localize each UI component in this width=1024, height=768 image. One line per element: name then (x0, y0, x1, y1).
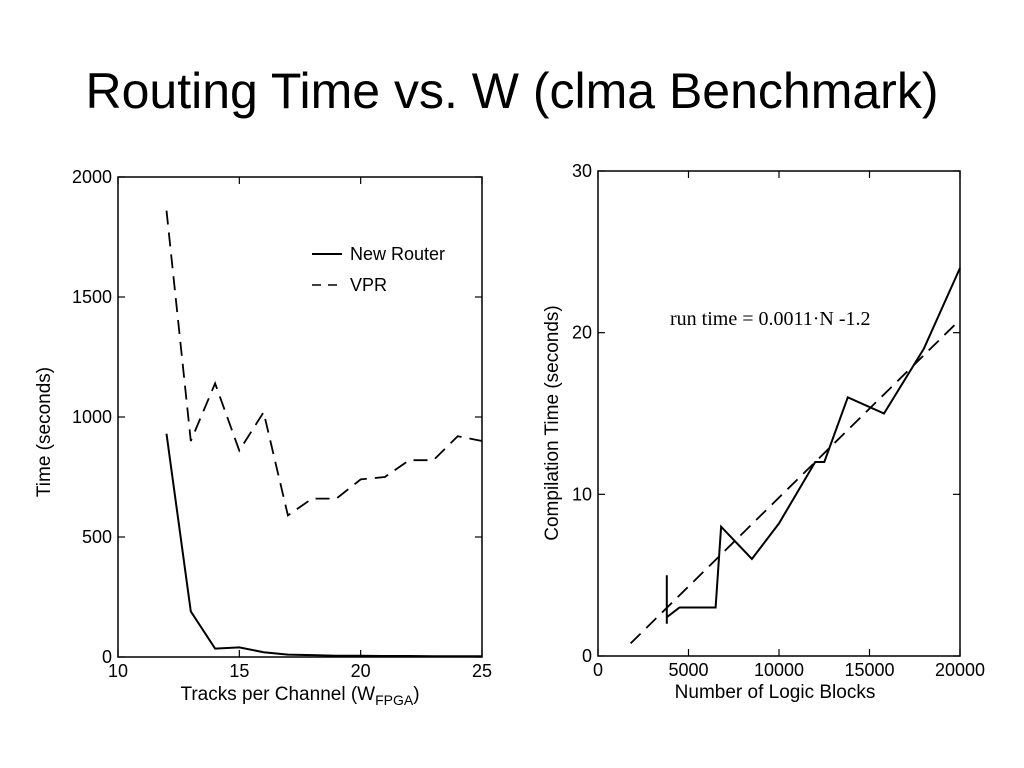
fit-equation-annotation: run time = 0.0011·N -1.2 (670, 308, 871, 330)
tick-labels-left: 10 15 20 25 0 500 1000 1500 2000 (72, 167, 492, 681)
tick-marks-right (597, 170, 961, 657)
y-tick-label-left: 500 (82, 527, 112, 547)
x-axis-label-left-sub: FPGA (375, 692, 414, 708)
x-tick-label-left: 25 (472, 661, 492, 681)
x-tick-label-right: 20000 (935, 660, 985, 680)
x-tick-label-right: 10000 (754, 660, 804, 680)
y-tick-label-left: 2000 (72, 167, 112, 187)
chart-compilation-time: 0 5000 10000 15000 20000 0 10 20 30 Compilation … (542, 161, 985, 703)
x-tick-label-left: 15 (229, 661, 249, 681)
x-tick-label-left: 20 (351, 661, 371, 681)
x-tick-label-right: 0 (593, 660, 603, 680)
series-line-fit-right (629, 319, 961, 645)
plot-frame-right (597, 170, 961, 657)
y-tick-label-left: 0 (102, 647, 112, 667)
series-line-vpr-left (165, 210, 483, 517)
legend-label-vpr: VPR (350, 275, 387, 295)
x-tick-label-left: 10 (108, 661, 128, 681)
x-tick-label-right: 5000 (668, 660, 708, 680)
y-tick-label-right: 0 (582, 646, 592, 666)
y-axis-label-right: Compilation Time (seconds) (542, 305, 563, 540)
tick-labels-right: 0 5000 10000 15000 20000 0 10 20 30 (572, 161, 985, 680)
y-tick-label-right: 20 (572, 323, 592, 343)
x-axis-label-left-main: Tracks per Channel (W (180, 684, 375, 705)
x-axis-label-left: Tracks per Channel (WFPGA) (180, 684, 419, 708)
x-axis-label-right: Number of Logic Blocks (675, 682, 876, 703)
y-tick-label-right: 30 (572, 161, 592, 181)
y-tick-label-right: 10 (572, 484, 592, 504)
x-axis-label-left-end: ) (413, 684, 419, 705)
legend-label-new-router: New Router (350, 244, 445, 264)
y-axis-label-left: Time (seconds) (34, 367, 55, 497)
legend: New Router VPR (312, 244, 445, 295)
series-right (629, 267, 961, 645)
series-left (165, 210, 483, 658)
x-tick-label-right: 15000 (844, 660, 894, 680)
series-line-measured-right (665, 267, 961, 624)
slide-title: Routing Time vs. W (clma Benchmark) (85, 63, 939, 119)
y-tick-label-left: 1000 (72, 407, 112, 427)
y-tick-label-left: 1500 (72, 287, 112, 307)
series-line-new-router-left (165, 433, 482, 658)
